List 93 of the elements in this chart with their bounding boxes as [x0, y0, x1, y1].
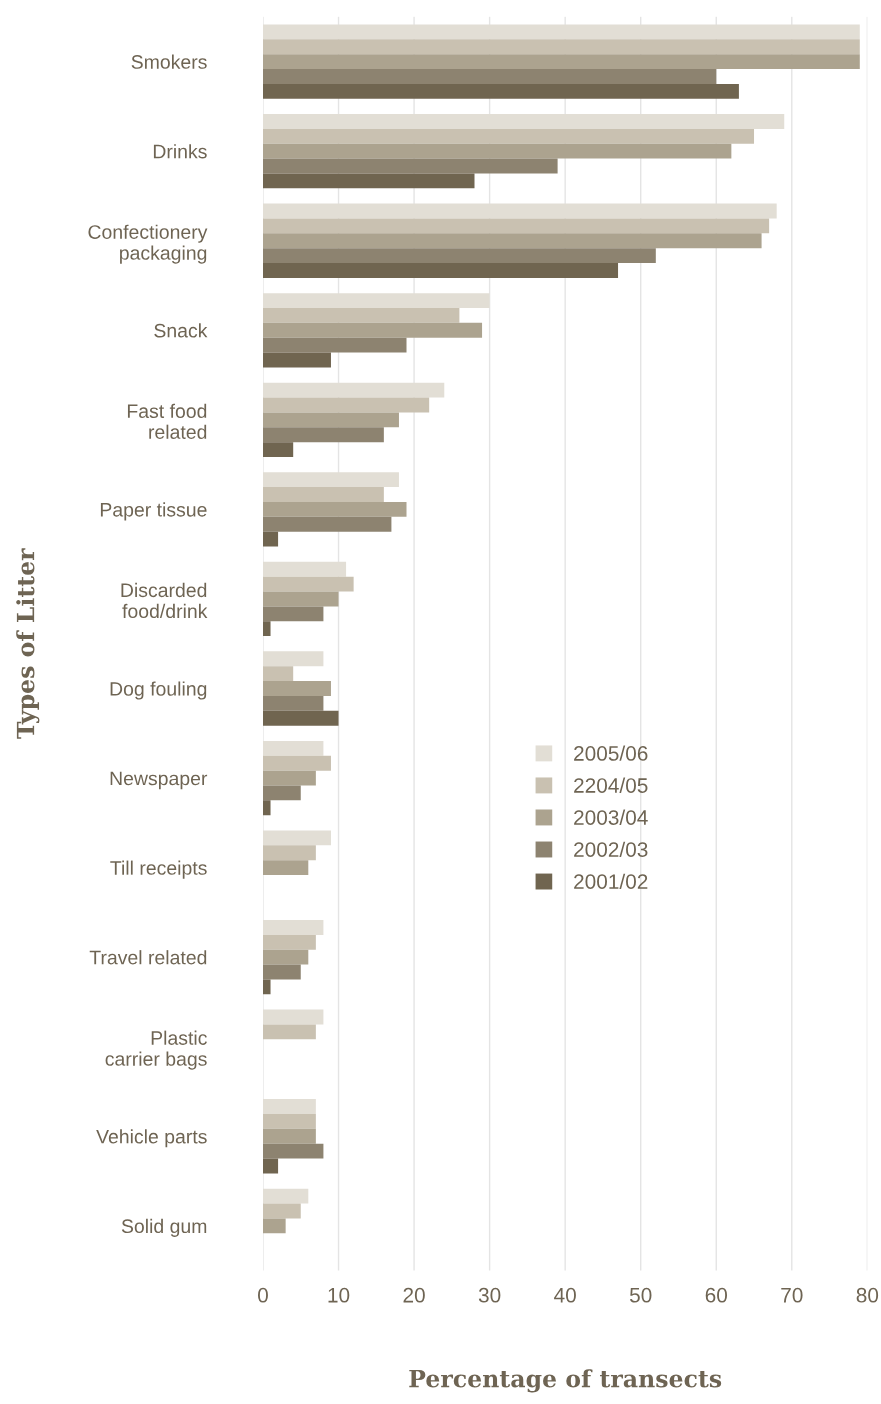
legend-label: 2001/02: [574, 873, 648, 889]
bar: [262, 591, 339, 607]
y-tick-label: Paper tissue: [100, 502, 207, 521]
bar: [262, 755, 331, 771]
bar: [262, 352, 331, 368]
y-axis-title: Types of Litter: [16, 548, 40, 739]
bar: [262, 114, 785, 129]
x-tick-label: 10: [328, 1287, 350, 1303]
x-axis-title: Percentage of transects: [409, 1369, 722, 1393]
bar: [262, 203, 777, 219]
bar: [262, 666, 294, 682]
y-tick-label: Snack: [154, 323, 208, 338]
x-tick-label: 60: [705, 1287, 728, 1303]
bar: [262, 1009, 324, 1025]
bar: [262, 69, 717, 84]
bar: [262, 39, 860, 55]
bar: [262, 397, 430, 413]
bar: [262, 24, 860, 40]
bar: [262, 800, 271, 816]
y-tick-label: Newspaper: [110, 771, 208, 790]
y-tick-label: Fast food related: [127, 403, 207, 439]
bar: [262, 695, 324, 711]
bar: [262, 322, 483, 338]
bar: [262, 606, 324, 622]
bar: [262, 531, 279, 547]
legend-label: 2204/05: [574, 777, 648, 793]
bar: [262, 710, 339, 726]
bar: [262, 561, 347, 577]
bar: [262, 382, 445, 398]
bar: [262, 1128, 316, 1144]
bar: [262, 337, 407, 353]
bar: [262, 949, 309, 965]
bar: [262, 740, 324, 756]
bar: [262, 1024, 316, 1040]
bar: [262, 248, 656, 264]
bar: [262, 427, 384, 443]
x-tick-label: 50: [629, 1287, 652, 1303]
bar: [262, 830, 331, 846]
bar: [262, 233, 762, 249]
bar: [262, 158, 558, 174]
bar: [262, 516, 392, 532]
bar: [262, 412, 399, 428]
x-tick-label: 20: [403, 1287, 425, 1303]
bar: [262, 128, 755, 144]
bar: [262, 651, 324, 667]
bar: [262, 770, 316, 786]
bar: [262, 920, 324, 935]
bar: [262, 1143, 324, 1159]
x-tick-label: 70: [781, 1287, 803, 1303]
bar: [262, 934, 316, 950]
bar: [262, 501, 407, 517]
y-tick-label: Vehicle parts: [96, 1129, 207, 1148]
y-tick-label: Smokers: [131, 54, 207, 69]
legend-label: 2002/03: [574, 841, 648, 857]
bar: [262, 218, 770, 234]
legend-label: 2003/04: [574, 809, 648, 825]
bar: [262, 964, 301, 980]
bar: [262, 845, 316, 861]
y-tick-label: Plastic carrier bags: [105, 1030, 207, 1070]
bar: [262, 979, 271, 995]
bar: [262, 860, 309, 876]
bar: [262, 293, 490, 308]
bar: [262, 1203, 301, 1219]
x-tick-label: 30: [478, 1287, 501, 1303]
legend-label: 2005/06: [574, 745, 648, 761]
bar: [262, 1113, 316, 1129]
bar: [262, 785, 301, 801]
bar: [262, 442, 294, 458]
bar: [262, 576, 354, 592]
bar: [262, 307, 460, 323]
x-tick-label: 40: [554, 1287, 576, 1303]
bar: [262, 621, 271, 637]
bar: [262, 1218, 286, 1234]
bar: [262, 1158, 279, 1174]
bar: [262, 143, 732, 159]
bar: [262, 83, 739, 99]
bar: [262, 54, 860, 70]
y-tick-label: Confectionery packaging: [88, 224, 208, 264]
bar: [262, 487, 384, 502]
x-tick-label: 80: [856, 1287, 879, 1303]
bar: [262, 1188, 309, 1204]
y-tick-label: Dog fouling: [110, 681, 207, 700]
y-tick-label: Discarded food/drink: [121, 582, 208, 619]
y-tick-label: Till receipts: [110, 860, 207, 879]
bar: [262, 472, 399, 488]
bar: [262, 263, 619, 278]
bar: [262, 173, 475, 189]
bar: [262, 681, 331, 696]
y-tick-label: Solid gum: [121, 1218, 207, 1237]
y-tick-label: Drinks: [153, 144, 207, 159]
y-tick-label: Travel related: [89, 950, 207, 965]
bar: [262, 1099, 316, 1114]
x-tick-label: 0: [258, 1287, 268, 1303]
